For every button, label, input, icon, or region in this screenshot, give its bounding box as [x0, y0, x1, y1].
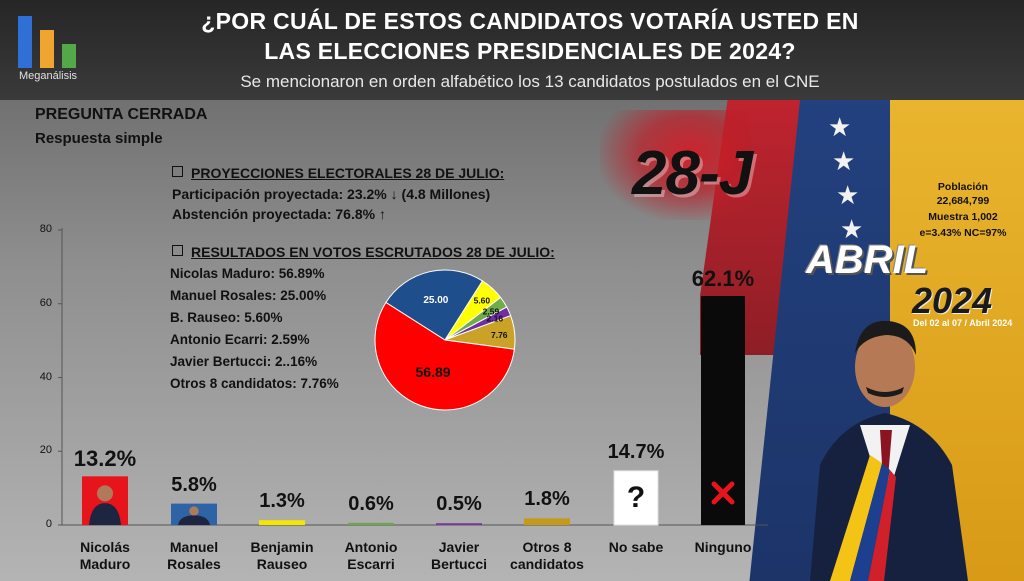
- population-label: Población: [937, 181, 989, 193]
- question-mark-icon: ?: [627, 481, 645, 514]
- category-label-line: No sabe: [608, 539, 664, 555]
- pie-slice-label: 25.00: [423, 295, 448, 306]
- bar-4: [436, 523, 482, 525]
- bar-2: [259, 520, 305, 525]
- projections-heading: PROYECCIONES ELECTORALES 28 DE JULIO:: [172, 165, 504, 181]
- bar-value-label: 1.8%: [524, 488, 570, 511]
- category-label-line: Ninguno: [694, 539, 752, 555]
- bar-value-label: 1.3%: [259, 490, 305, 513]
- bar-value-label: 13.2%: [73, 446, 137, 472]
- bar-value-label: 0.6%: [348, 492, 394, 515]
- title-line-2: LAS ELECCIONES PRESIDENCIALES DE 2024?: [264, 38, 796, 64]
- category-label: No sabe: [586, 539, 686, 556]
- y-tick-label: 20: [39, 444, 52, 457]
- candidate-photo-icon: [178, 506, 210, 525]
- checkbox-bullet-icon: [172, 245, 183, 256]
- category-label-line: Benjamin: [250, 539, 314, 555]
- question-type: PREGUNTA CERRADA: [35, 106, 208, 123]
- result-line: Nicolas Maduro: 56.89%: [170, 266, 325, 281]
- bar-value-label: 0.5%: [436, 493, 482, 516]
- category-label: Antonio Escarri: [321, 539, 421, 573]
- year-badge: 2024: [912, 280, 993, 321]
- category-label: Benjamin Rauseo: [232, 539, 332, 573]
- category-label-line: Nicolás: [80, 539, 130, 555]
- survey-dates: Del 02 al 07 / Abril 2024: [913, 318, 1013, 328]
- pie-slice-label: 2.59: [483, 306, 500, 316]
- candidate-photo-icon: [89, 485, 121, 525]
- result-line: Antonio Ecarri: 2.59%: [170, 332, 310, 347]
- pie-slice-label: 2.16: [487, 314, 504, 324]
- category-label-line: Bertucci: [430, 556, 488, 572]
- result-line: Javier Bertucci: 2..16%: [170, 354, 318, 369]
- result-line: B. Rauseo: 5.60%: [170, 310, 283, 325]
- election-date-tag: 28-J: [632, 139, 753, 208]
- bar-value-label: 14.7%: [607, 440, 665, 463]
- category-label-line: Maduro: [79, 556, 131, 572]
- category-label: Manuel Rosales: [144, 539, 244, 573]
- y-tick-label: 80: [39, 223, 52, 235]
- bar-3: [348, 522, 394, 525]
- category-label: Nicolás Maduro: [55, 539, 155, 573]
- brand-name: Meganálisis: [18, 70, 78, 82]
- projected-abstention: Abstención proyectada: 76.8% ↑: [172, 206, 386, 222]
- red-splash-decoration: [600, 110, 750, 220]
- subtitle: Se mencionaron en orden alfabético los 1…: [240, 72, 820, 91]
- y-tick-label: 0: [45, 518, 52, 530]
- candidate-portrait-illustration: [810, 320, 968, 581]
- response-type: Respuesta simple: [35, 130, 163, 147]
- y-tick-label: 40: [39, 370, 52, 383]
- population-value: 22,684,799: [936, 195, 990, 207]
- pie-slice-label: 7.76: [491, 330, 508, 340]
- header-bar: Meganálisis ¿POR CUÁL DE ESTOS CANDIDATO…: [0, 0, 1024, 100]
- category-label-line: Rosales: [167, 556, 221, 572]
- results-heading: RESULTADOS EN VOTOS ESCRUTADOS 28 DE JUL…: [172, 244, 555, 260]
- sample-size: Muestra 1,002: [928, 211, 998, 223]
- category-label: Otros 8 candidatos: [497, 539, 597, 573]
- bar-7: [701, 296, 745, 525]
- month-badge: ABRIL: [806, 238, 929, 282]
- bar-value-label: 62.1%: [691, 266, 755, 291]
- title-line-1: ¿POR CUÁL DE ESTOS CANDIDATOS VOTARÍA US…: [201, 8, 859, 34]
- projected-participation: Participación proyectada: 23.2% ↓ (4.8 M…: [172, 186, 491, 202]
- meganalisis-logo-icon: [18, 14, 82, 68]
- category-label-line: Otros 8: [522, 539, 572, 555]
- category-label-line: Rauseo: [256, 556, 308, 572]
- pie-slice-label: 56.89: [416, 364, 451, 380]
- bar-5: [524, 518, 570, 525]
- category-label-line: Antonio: [344, 539, 398, 555]
- bar-6: [613, 470, 659, 526]
- result-line: Otros 8 candidatos: 7.76%: [170, 376, 339, 391]
- result-line: Manuel Rosales: 25.00%: [170, 288, 327, 303]
- category-label: Ninguno: [673, 539, 773, 556]
- red-x-icon: [711, 481, 735, 505]
- pie-slice-label: 5.60: [474, 296, 491, 306]
- bar-value-label: 5.8%: [171, 473, 217, 496]
- category-label-line: Manuel: [169, 539, 219, 555]
- pie-slice: [385, 269, 484, 341]
- y-tick-label: 60: [39, 296, 52, 309]
- category-label-line: Javier: [438, 539, 480, 555]
- error-margin: e=3.43% NC=97%: [919, 227, 1007, 239]
- category-label: Javier Bertucci: [409, 539, 509, 573]
- category-label-line: candidatos: [510, 556, 584, 572]
- category-label-line: Escarri: [347, 556, 395, 572]
- pie-slice: [374, 301, 515, 411]
- checkbox-bullet-icon: [172, 166, 183, 177]
